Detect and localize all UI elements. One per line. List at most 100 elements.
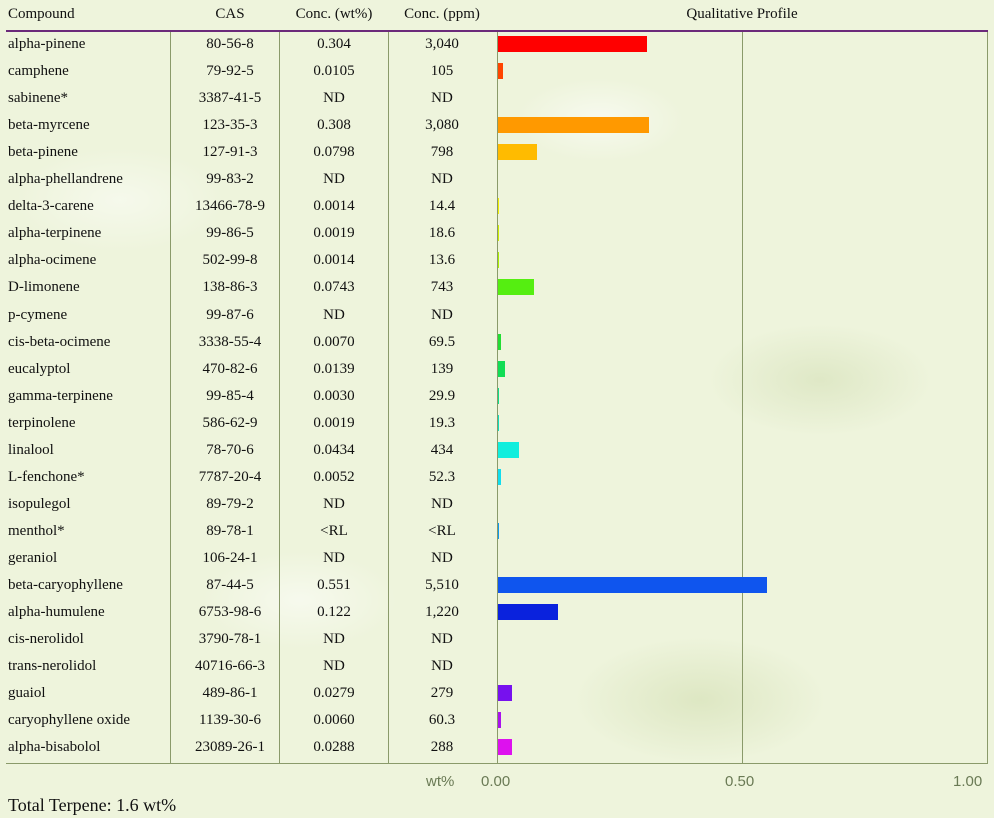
conc-wt: ND xyxy=(323,658,345,675)
compound-name: alpha-ocimene xyxy=(8,252,97,269)
compound-name: p-cymene xyxy=(8,306,68,323)
conc-wt: 0.0014 xyxy=(313,252,355,269)
conc-wt: ND xyxy=(323,549,345,566)
conc-ppm: ND xyxy=(431,549,453,566)
column-divider xyxy=(170,32,171,763)
bar xyxy=(498,360,505,377)
conc-ppm: ND xyxy=(431,631,453,648)
conc-ppm: 139 xyxy=(430,360,454,377)
conc-wt: 0.0105 xyxy=(313,63,355,80)
compound-name: camphene xyxy=(8,63,69,80)
bar xyxy=(498,333,502,350)
conc-wt: ND xyxy=(323,90,345,107)
cas-number: 3790-78-1 xyxy=(198,631,262,648)
bar xyxy=(498,468,501,485)
conc-ppm: 14.4 xyxy=(428,198,456,215)
compound-name: L-fenchone* xyxy=(8,468,85,485)
cas-number: 87-44-5 xyxy=(206,577,254,593)
conc-ppm: 52.3 xyxy=(428,468,456,485)
conc-ppm: ND xyxy=(431,306,453,323)
compound-name: alpha-pinene xyxy=(8,36,86,52)
compound-name: beta-caryophyllene xyxy=(8,577,123,593)
cas-number: 99-83-2 xyxy=(206,171,254,188)
cas-number: 6753-98-6 xyxy=(198,604,262,621)
bar xyxy=(498,522,499,539)
conc-ppm: 60.3 xyxy=(428,712,456,729)
cas-number: 1139-30-6 xyxy=(199,712,261,729)
conc-wt: 0.0070 xyxy=(313,333,355,350)
compound-name: guaiol xyxy=(8,685,46,702)
cas-number: 78-70-6 xyxy=(206,441,254,458)
cas-number: 3338-55-4 xyxy=(198,333,262,350)
compound-name: caryophyllene oxide xyxy=(8,712,131,729)
compound-name: linalool xyxy=(8,441,54,458)
conc-ppm: 19.3 xyxy=(428,414,456,431)
header-conc-ppm: Conc. (ppm) xyxy=(404,6,480,22)
bar xyxy=(498,144,538,161)
compound-name: geraniol xyxy=(8,549,58,566)
chart-gridline xyxy=(742,32,743,763)
column-divider xyxy=(279,32,280,763)
conc-wt: 0.0019 xyxy=(313,225,355,242)
bar xyxy=(498,198,499,215)
bar xyxy=(498,63,504,80)
conc-wt: <RL xyxy=(320,522,348,539)
conc-ppm: ND xyxy=(431,90,453,107)
compound-name: D-limonene xyxy=(8,279,80,296)
compound-name: eucalyptol xyxy=(8,360,71,377)
conc-wt: ND xyxy=(323,495,345,512)
conc-ppm: ND xyxy=(431,171,453,188)
bar xyxy=(498,414,499,431)
conc-wt: 0.0288 xyxy=(313,739,355,756)
cas-number: 89-79-2 xyxy=(206,495,254,512)
conc-ppm: 18.6 xyxy=(428,225,456,242)
header-cas: CAS xyxy=(215,6,245,22)
compound-name: alpha-terpinene xyxy=(8,225,102,242)
cas-number: 80-56-8 xyxy=(206,36,254,52)
cas-number: 13466-78-9 xyxy=(195,198,265,215)
compound-name: menthol* xyxy=(8,522,65,539)
cas-number: 138-86-3 xyxy=(202,279,258,296)
header-compound: Compound xyxy=(8,6,75,22)
compound-name: gamma-terpinene xyxy=(8,387,113,404)
conc-ppm: 29.9 xyxy=(428,387,456,404)
cas-number: 99-86-5 xyxy=(206,225,254,242)
conc-wt: 0.0030 xyxy=(313,387,355,404)
total-terpene: Total Terpene: 1.6 wt% xyxy=(8,795,177,815)
conc-wt: 0.0019 xyxy=(313,414,355,431)
conc-wt: 0.551 xyxy=(317,577,351,593)
conc-wt: 0.0798 xyxy=(313,144,355,161)
chart-gridline xyxy=(987,32,988,763)
compound-name: isopulegol xyxy=(8,495,71,512)
conc-wt: 0.308 xyxy=(317,117,351,134)
cas-number: 489-86-1 xyxy=(202,685,258,702)
x-tick-label: 0.50 xyxy=(725,773,755,790)
column-divider xyxy=(388,32,389,763)
cas-number: 502-99-8 xyxy=(202,252,258,269)
conc-ppm: 13.6 xyxy=(428,252,456,269)
conc-ppm: 288 xyxy=(430,739,454,756)
bar xyxy=(498,441,520,458)
cas-number: 99-85-4 xyxy=(206,387,254,404)
cas-number: 3387-41-5 xyxy=(198,90,262,107)
conc-wt: 0.0139 xyxy=(313,360,355,377)
conc-ppm: ND xyxy=(431,495,453,512)
bar xyxy=(498,604,558,621)
compound-name: alpha-phellandrene xyxy=(8,171,123,188)
compound-name: cis-beta-ocimene xyxy=(8,333,111,350)
axis-unit-label: wt% xyxy=(426,773,455,790)
conc-wt: ND xyxy=(323,631,345,648)
cas-number: 127-91-3 xyxy=(202,144,258,161)
bar xyxy=(498,225,499,242)
conc-wt: 0.0279 xyxy=(313,685,355,702)
cas-number: 23089-26-1 xyxy=(195,739,265,756)
header-rule xyxy=(6,30,988,32)
cas-number: 470-82-6 xyxy=(202,360,258,377)
cas-number: 89-78-1 xyxy=(206,522,254,539)
conc-ppm: 69.5 xyxy=(428,333,456,350)
cas-number: 123-35-3 xyxy=(202,117,258,134)
bar xyxy=(498,279,535,296)
conc-wt: 0.304 xyxy=(317,36,351,52)
compound-name: alpha-bisabolol xyxy=(8,739,101,756)
